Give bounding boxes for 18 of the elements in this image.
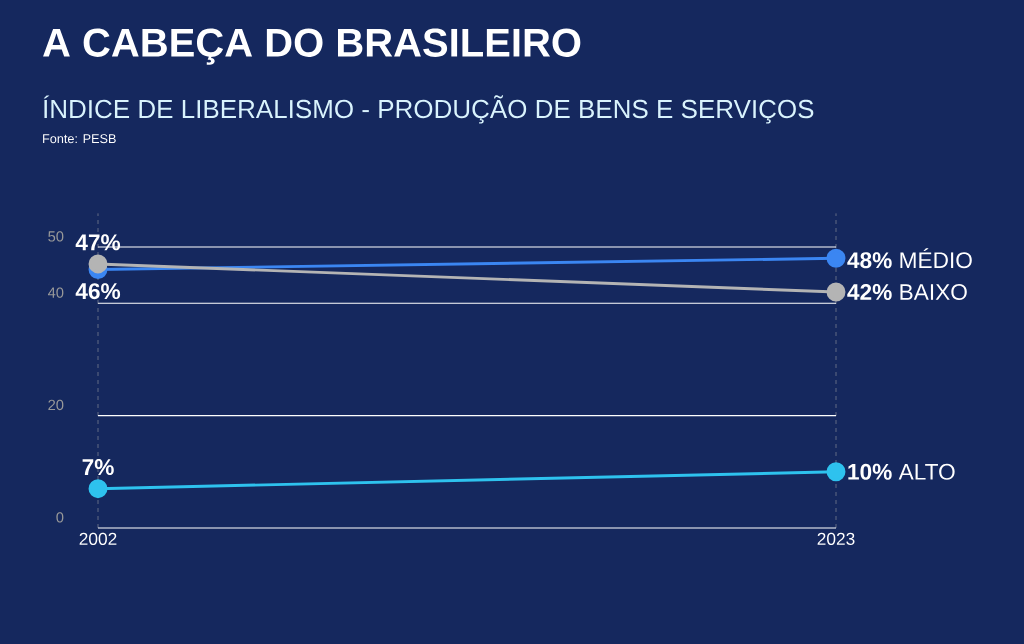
y-tick-label: 40 [47, 287, 64, 298]
chart-subtitle: ÍNDICE DE LIBERALISMO - PRODUÇÃO DE BENS E SERVIÇOS [43, 95, 814, 124]
chart-title: A CABEÇA DO BRASILEIRO [43, 28, 581, 65]
source-note: Fonte: PESB [43, 134, 116, 144]
data-label: 46% [75, 283, 121, 300]
text: ALTO [898, 463, 955, 480]
text: BAIXO [900, 283, 967, 301]
y-tick-label: 50 [48, 231, 64, 242]
x-tick-label: 2023 [817, 532, 855, 545]
y-tick-label: 0 [56, 512, 64, 523]
data-label: 48% [847, 252, 892, 269]
x-tick-label: 2002 [79, 532, 117, 545]
text: MÉDIO [900, 248, 972, 269]
data-label: 47% [75, 234, 121, 251]
data-label: 7% [82, 459, 114, 476]
y-tick-label: 20 [48, 399, 64, 411]
data-label: 10% [848, 463, 892, 480]
data-label: 42% [847, 283, 892, 300]
